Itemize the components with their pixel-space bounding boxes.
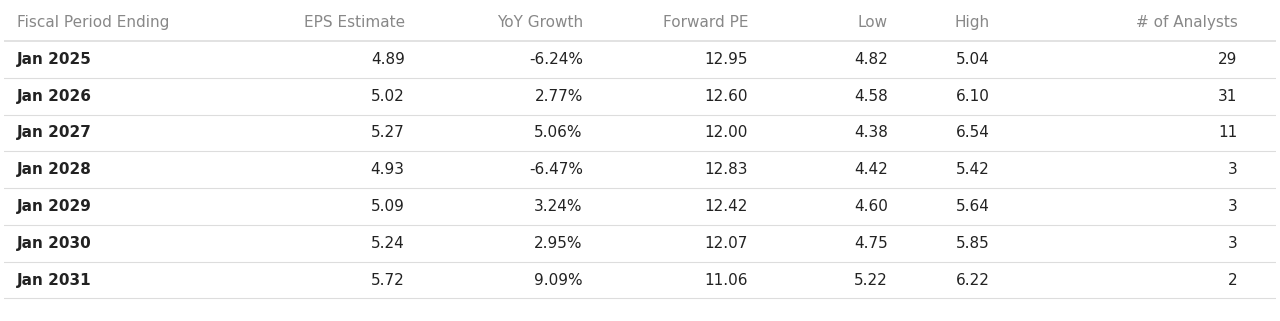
Text: 5.24: 5.24: [371, 236, 404, 251]
Text: EPS Estimate: EPS Estimate: [303, 15, 404, 30]
Text: 4.58: 4.58: [854, 89, 888, 104]
Text: 2.95%: 2.95%: [534, 236, 582, 251]
Text: 9.09%: 9.09%: [534, 273, 582, 288]
Text: 6.22: 6.22: [956, 273, 989, 288]
Text: 31: 31: [1219, 89, 1238, 104]
Text: 4.60: 4.60: [854, 199, 888, 214]
Text: 12.07: 12.07: [705, 236, 748, 251]
Text: -6.24%: -6.24%: [529, 52, 582, 67]
Text: Low: Low: [858, 15, 888, 30]
Text: Jan 2027: Jan 2027: [17, 126, 92, 140]
Text: Fiscal Period Ending: Fiscal Period Ending: [17, 15, 169, 30]
Text: 6.54: 6.54: [956, 126, 989, 140]
Text: -6.47%: -6.47%: [529, 162, 582, 177]
Text: 29: 29: [1219, 52, 1238, 67]
Text: High: High: [955, 15, 989, 30]
Text: 5.04: 5.04: [956, 52, 989, 67]
Text: 5.42: 5.42: [956, 162, 989, 177]
Text: # of Analysts: # of Analysts: [1135, 15, 1238, 30]
Text: 5.72: 5.72: [371, 273, 404, 288]
Text: 5.64: 5.64: [956, 199, 989, 214]
Text: 12.83: 12.83: [704, 162, 748, 177]
Text: 3.24%: 3.24%: [534, 199, 582, 214]
Text: Jan 2029: Jan 2029: [17, 199, 92, 214]
Text: 2: 2: [1228, 273, 1238, 288]
Text: 12.95: 12.95: [704, 52, 748, 67]
Text: Jan 2030: Jan 2030: [17, 236, 92, 251]
Text: 5.22: 5.22: [854, 273, 888, 288]
Text: 2.77%: 2.77%: [534, 89, 582, 104]
Text: 5.06%: 5.06%: [534, 126, 582, 140]
Text: 11.06: 11.06: [704, 273, 748, 288]
Text: 12.42: 12.42: [705, 199, 748, 214]
Text: 4.75: 4.75: [854, 236, 888, 251]
Text: Jan 2025: Jan 2025: [17, 52, 92, 67]
Text: 4.42: 4.42: [854, 162, 888, 177]
Text: 4.89: 4.89: [371, 52, 404, 67]
Text: 4.38: 4.38: [854, 126, 888, 140]
Text: 5.09: 5.09: [371, 199, 404, 214]
Text: Jan 2026: Jan 2026: [17, 89, 92, 104]
Text: Forward PE: Forward PE: [663, 15, 748, 30]
Text: 3: 3: [1228, 236, 1238, 251]
Text: Jan 2028: Jan 2028: [17, 162, 92, 177]
Text: 3: 3: [1228, 199, 1238, 214]
Text: Jan 2031: Jan 2031: [17, 273, 91, 288]
Text: 3: 3: [1228, 162, 1238, 177]
Text: 5.27: 5.27: [371, 126, 404, 140]
Text: 5.02: 5.02: [371, 89, 404, 104]
Text: YoY Growth: YoY Growth: [497, 15, 582, 30]
Text: 4.93: 4.93: [371, 162, 404, 177]
Text: 5.85: 5.85: [956, 236, 989, 251]
Text: 12.00: 12.00: [705, 126, 748, 140]
Text: 11: 11: [1219, 126, 1238, 140]
Text: 6.10: 6.10: [956, 89, 989, 104]
Text: 12.60: 12.60: [704, 89, 748, 104]
Text: 4.82: 4.82: [854, 52, 888, 67]
